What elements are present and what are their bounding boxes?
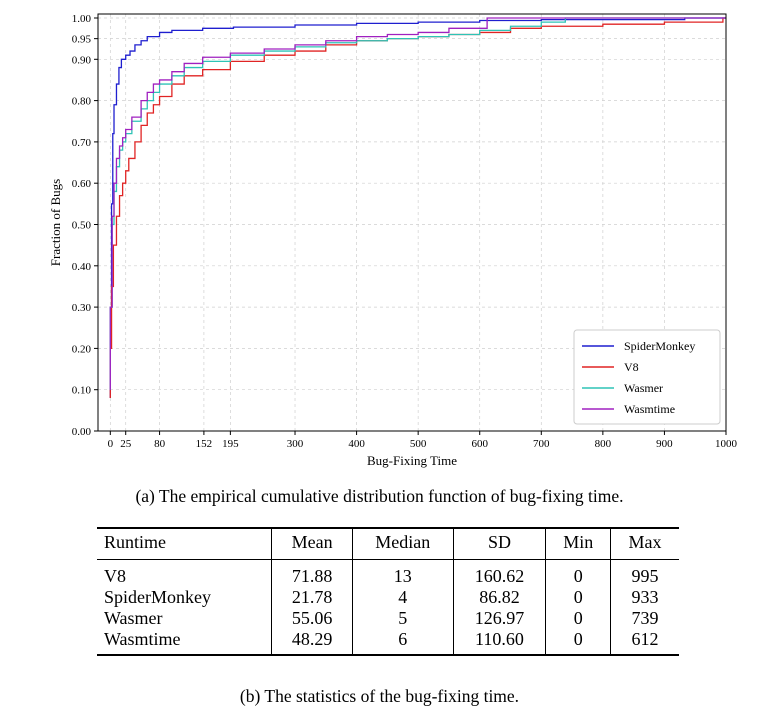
legend-box: [573, 329, 721, 425]
y-axis-ticks: 0.00 0.10 0.20 0.30 0.40 0.50 0.60 0.70 0.80 0.90…: [72, 13, 98, 438]
series-line-wasmtime: [109, 17, 726, 390]
y-tick-label: 0.10: [72, 385, 92, 397]
cell-sd: 86.82: [452, 587, 546, 608]
x-axis-label: Bug-Fixing Time: [367, 453, 457, 468]
header-max: Max: [610, 528, 679, 560]
header-sd: SD: [452, 528, 546, 560]
cell-median: 6: [351, 629, 454, 655]
cell-sd: 110.60: [452, 629, 546, 655]
cell-max: 995: [610, 559, 679, 587]
cell-median: 4: [351, 587, 454, 608]
cell-sd: 126.97: [452, 608, 546, 629]
x-tick-label: 152: [196, 438, 213, 450]
cell-runtime: SpiderMonkey: [104, 587, 211, 607]
cell-median: 5: [351, 608, 454, 629]
legend-label: Wasmer: [624, 381, 663, 395]
y-tick-label: 0.90: [72, 54, 92, 66]
header-mean: Mean: [271, 528, 353, 560]
series-lines: [109, 17, 726, 398]
cell-mean: 55.06: [271, 608, 353, 629]
cell-sd: 160.62: [452, 559, 546, 587]
table-row: Wasmer 55.06 5 126.97 0 739: [97, 608, 679, 629]
cell-mean: 71.88: [271, 559, 353, 587]
x-tick-label: 900: [656, 438, 673, 450]
y-tick-label: 0.95: [72, 34, 92, 46]
legend-label: Wasmtime: [624, 402, 675, 416]
y-tick-label: 0.50: [72, 220, 92, 232]
grid-lines: [98, 14, 727, 432]
legend-label: V8: [624, 360, 639, 374]
y-tick-label: 0.00: [72, 426, 92, 438]
table-row: Wasmtime 48.29 6 110.60 0 612: [97, 629, 679, 655]
x-tick-label: 500: [410, 438, 427, 450]
header-min: Min: [545, 528, 611, 560]
cell-runtime: Wasmer: [104, 608, 163, 628]
cell-max: 612: [610, 629, 679, 655]
cell-min: 0: [545, 587, 611, 608]
x-tick-label: 1000: [715, 438, 738, 450]
x-tick-label: 195: [222, 438, 239, 450]
cell-min: 0: [545, 608, 611, 629]
series-line-spidermonkey: [109, 17, 726, 398]
x-axis-ticks: 0 25 80 152 195 300 400 500 600 700 800 900 1000: [108, 431, 738, 450]
legend: SpiderMonkey V8 Wasmer Wasmtime: [573, 329, 721, 425]
x-tick-label: 25: [120, 438, 132, 450]
legend-label: SpiderMonkey: [624, 339, 695, 353]
header-runtime: Runtime: [97, 528, 272, 560]
cell-mean: 48.29: [271, 629, 353, 655]
y-tick-label: 0.70: [72, 137, 92, 149]
cell-max: 739: [610, 608, 679, 629]
cell-max: 933: [610, 587, 679, 608]
y-tick-label: 0.20: [72, 343, 92, 355]
statistics-table: Runtime Mean Median SD Min Max V8 71.88 …: [97, 527, 679, 656]
y-tick-label: 1.00: [72, 13, 92, 25]
cell-min: 0: [545, 559, 611, 587]
table-row: V8 71.88 13 160.62 0 995: [97, 559, 679, 587]
x-tick-label: 80: [154, 438, 166, 450]
y-tick-label: 0.30: [72, 302, 92, 314]
x-tick-label: 0: [108, 438, 114, 450]
x-tick-label: 800: [595, 438, 612, 450]
table-header-row: Runtime Mean Median SD Min Max: [97, 528, 679, 560]
y-tick-label: 0.80: [72, 96, 92, 108]
figure-a-caption: (a) The empirical cumulative distributio…: [135, 486, 624, 506]
cell-runtime: V8: [104, 566, 126, 586]
figure-b-caption: (b) The statistics of the bug-fixing tim…: [239, 686, 520, 706]
y-axis-label: Fraction of Bugs: [48, 179, 63, 266]
cell-median: 13: [351, 559, 454, 587]
x-tick-label: 600: [471, 438, 488, 450]
plot-frame: [97, 13, 727, 432]
cell-runtime: Wasmtime: [104, 629, 181, 649]
x-tick-label: 400: [348, 438, 365, 450]
x-tick-label: 700: [533, 438, 550, 450]
series-line-v8: [109, 17, 726, 398]
ecdf-chart: 0 25 80 152 195 300 400 500 600 700 800 900 1000 0.0…: [48, 13, 738, 468]
cell-min: 0: [545, 629, 611, 655]
header-median: Median: [351, 528, 454, 560]
cell-mean: 21.78: [271, 587, 353, 608]
x-tick-label: 300: [287, 438, 304, 450]
table-row: SpiderMonkey 21.78 4 86.82 0 933: [97, 587, 679, 608]
y-tick-label: 0.60: [72, 178, 92, 190]
y-tick-label: 0.40: [72, 261, 92, 273]
